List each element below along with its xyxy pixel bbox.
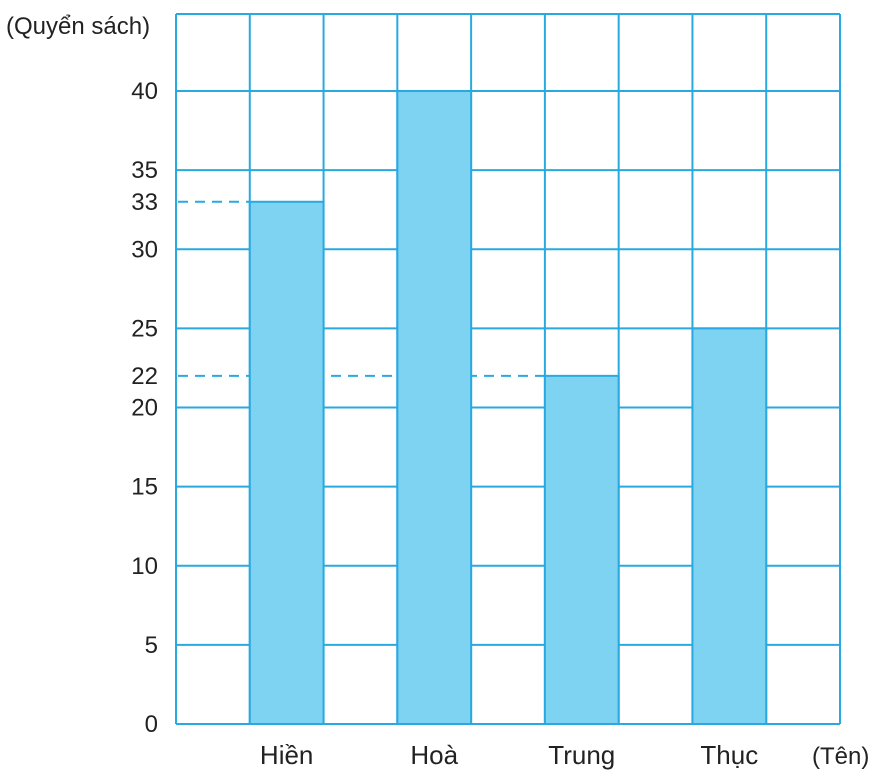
x-axis-title: (Tên) (812, 743, 869, 770)
y-tick-label: 35 (131, 157, 158, 184)
y-tick-label: 10 (131, 553, 158, 580)
y-tick-label: 33 (131, 189, 158, 216)
bars (248, 90, 768, 725)
y-tick-label: 30 (131, 236, 158, 263)
x-tick-label: Trung (548, 740, 615, 770)
y-tick-label: 25 (131, 315, 158, 342)
bar-1 (248, 200, 325, 725)
bar-2 (396, 90, 473, 725)
y-tick-label: 20 (131, 395, 158, 422)
x-tick-label: Hiền (260, 740, 313, 770)
y-tick-label: 22 (131, 363, 158, 390)
x-tick-label: Hoà (410, 740, 458, 770)
y-axis-ticks: 0 5 10 15 20 22 25 30 33 35 40 (131, 78, 158, 738)
reference-lines (178, 200, 545, 377)
y-tick-label: 15 (131, 474, 158, 501)
bar-4 (691, 327, 768, 725)
x-axis-labels: Hiền Hoà Trung Thục (260, 740, 758, 770)
x-tick-label: Thục (700, 740, 758, 770)
y-axis-title: (Quyển sách) (6, 13, 150, 40)
bar-3 (543, 374, 620, 725)
y-tick-label: 40 (131, 78, 158, 105)
y-tick-label: 0 (145, 711, 158, 738)
y-tick-label: 5 (145, 632, 158, 659)
